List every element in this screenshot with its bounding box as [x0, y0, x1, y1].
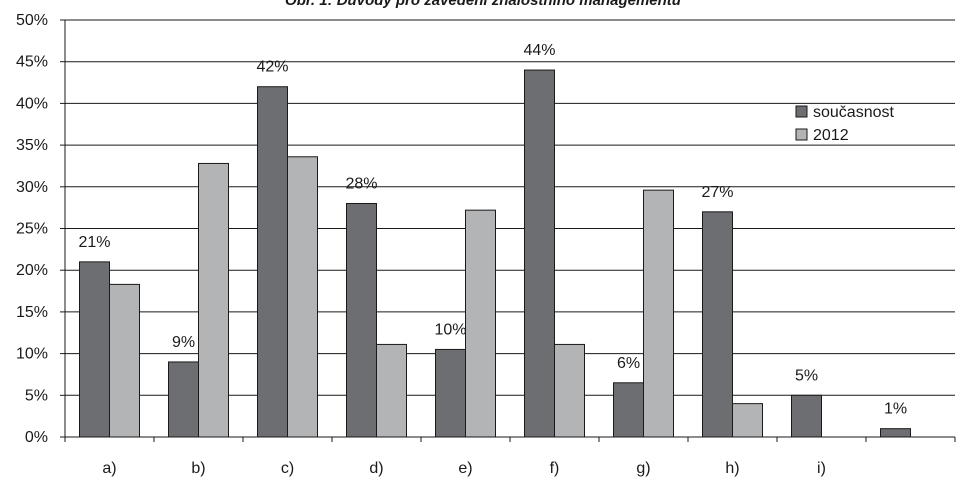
bar-soucasnost: [613, 382, 644, 438]
bar-2012: [732, 403, 763, 438]
data-label: 21%: [78, 234, 110, 251]
bar-soucasnost: [791, 394, 822, 438]
bars: [79, 69, 911, 438]
bar-soucasnost: [257, 86, 288, 438]
y-tick-label: 0%: [25, 429, 48, 446]
data-label: 42%: [256, 59, 288, 76]
bar-2012: [198, 162, 229, 438]
bar-soucasnost: [702, 211, 733, 438]
legend-swatch-soucasnost: [795, 105, 808, 118]
x-tick-label: f): [550, 460, 560, 477]
y-tick-label: 30%: [16, 179, 48, 196]
x-tick-label: d): [369, 460, 383, 477]
bar-soucasnost: [168, 361, 199, 438]
data-labels: 21% 9% 42% 28% 10% 44% 6% 27% 5% 1%: [78, 42, 907, 418]
y-tick-label: 5%: [25, 387, 48, 404]
x-tick-label: e): [458, 460, 472, 477]
y-tick-label: 20%: [16, 262, 48, 279]
data-label: 5%: [795, 367, 818, 384]
y-tick-label: 50%: [16, 12, 48, 29]
y-tick-label: 35%: [16, 137, 48, 154]
legend-swatch-2012: [795, 128, 808, 141]
bar-soucasnost: [79, 261, 110, 438]
bar-soucasnost: [524, 69, 555, 438]
x-tick-label: c): [281, 460, 294, 477]
x-tick-label: b): [191, 460, 205, 477]
bar-2012: [376, 343, 407, 438]
y-tick-label: 45%: [16, 54, 48, 71]
data-label: 9%: [172, 334, 195, 351]
y-tick-label: 15%: [16, 304, 48, 321]
bar-soucasnost: [346, 202, 377, 438]
bar-2012: [643, 189, 674, 438]
bar-2012: [109, 283, 140, 438]
x-tick-label: a): [102, 460, 116, 477]
bar-2012: [554, 343, 585, 438]
data-label: 10%: [434, 321, 466, 338]
data-label: 1%: [884, 401, 907, 418]
legend: současnost 2012: [795, 104, 894, 144]
x-tick-label: h): [725, 460, 739, 477]
data-label: 27%: [701, 184, 733, 201]
bar-2012: [465, 209, 496, 438]
bar-soucasnost: [880, 428, 911, 438]
data-label: 28%: [345, 175, 377, 192]
legend-label-2012: 2012: [813, 127, 849, 144]
data-label: 44%: [523, 42, 555, 59]
x-tick-label: i): [817, 460, 826, 477]
chart-title: Obr. 1: Důvody pro zavedení znalostního …: [285, 0, 681, 9]
x-tick-label: g): [636, 460, 650, 477]
y-tick-label: 25%: [16, 221, 48, 238]
legend-label-soucasnost: současnost: [813, 104, 894, 121]
bar-soucasnost: [435, 348, 466, 438]
y-tick-label: 40%: [16, 95, 48, 112]
data-label: 6%: [617, 355, 640, 372]
y-tick-label: 10%: [16, 346, 48, 363]
axes: 0% 5% 10% 15% 20% 25% 30% 35% 40% 45% 50% a) b) c) d) e…: [16, 12, 956, 477]
bar-2012: [287, 156, 318, 438]
